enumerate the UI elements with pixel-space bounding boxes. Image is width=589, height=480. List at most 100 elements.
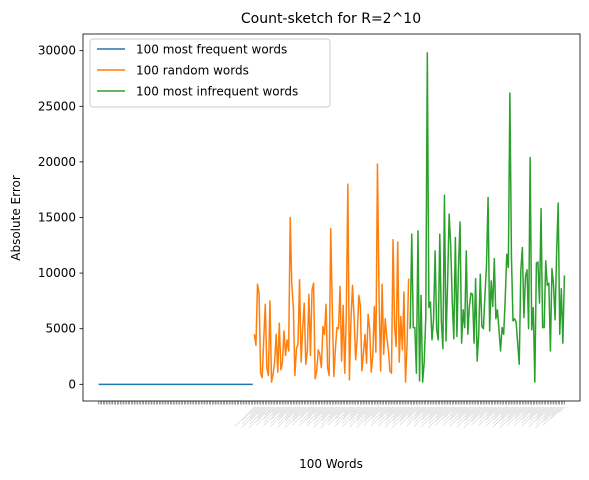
x-tick-label-mark [378,406,398,427]
x-tick-label-mark [342,406,359,424]
x-tick-label-mark [385,406,406,428]
x-tick-label-mark [292,406,305,419]
legend-label: 100 random words [136,64,249,78]
x-tick-label-mark [529,406,540,417]
x-tick-label-mark [463,406,486,429]
x-tick-label-mark [515,406,528,420]
x-tick-label-mark [442,406,459,423]
x-tick-label-mark [234,406,255,427]
x-tick-label-mark [241,406,263,428]
x-tick-label-mark [242,406,260,424]
legend-label: 100 most infrequent words [136,85,298,99]
x-tick-label-mark [328,406,341,419]
x-tick-label-mark [370,406,391,427]
x-tick-label-mark [407,406,420,420]
x-tick-label-mark [270,406,291,427]
x-tick-label-mark [422,406,429,414]
x-tick-label-mark [328,406,344,422]
x-tick-label-mark [393,406,405,418]
x-tick-label-mark [457,406,472,421]
x-tick-label-mark [514,406,531,423]
x-tick-label-mark [386,406,394,414]
x-tick-label-mark [543,406,556,419]
x-tick-label-mark [428,406,450,429]
x-tick-label-mark [364,406,380,422]
x-tick-label-mark [492,406,514,428]
x-tick-label-mark [551,406,560,416]
x-tick-label-mark [415,406,422,413]
x-tick-label-mark [284,406,306,429]
x-tick-label-mark [420,406,442,428]
x-tick-label-mark [357,406,372,422]
x-tick-label-mark [392,406,411,425]
x-tick-label-mark [314,406,328,421]
x-tick-label-mark [486,406,500,420]
y-tick-label: 10000 [38,266,76,280]
x-tick-label-mark [248,406,271,429]
y-tick-label: 30000 [38,44,76,58]
x-tick-label-mark [335,406,355,427]
x-tick-label-mark [327,406,347,426]
x-tick-label-mark [257,406,269,419]
x-tick-label-mark [314,406,325,417]
x-tick-label-mark [529,406,537,414]
x-tick-label-mark [264,406,274,416]
x-tick-label-mark [299,406,316,423]
x-tick-label-mark [278,406,289,417]
x-tick-label-mark [522,406,535,420]
series-line-2 [253,163,410,383]
x-tick-label-mark [522,406,529,413]
x-tick-label-mark [499,406,521,429]
x-tick-label-mark [292,406,311,426]
x-tick-label-mark [414,406,431,424]
x-tick-label-mark [535,406,554,425]
x-tick-label-mark [342,406,362,427]
x-tick-label-mark [386,406,397,417]
x-tick-label-mark [271,406,285,420]
x-tick-label-mark [263,406,280,423]
x-tick-label-mark [264,406,277,420]
x-tick-label-mark [307,406,314,413]
x-tick-label-mark [406,406,426,427]
x-tick-label-mark [528,406,546,424]
x-tick-label-mark [478,406,495,423]
x-tick-label-mark [450,406,467,424]
legend-box [89,38,331,108]
series-lines [98,52,566,386]
x-tick-label-mark [429,406,437,415]
x-tick-label-mark [336,406,345,416]
x-tick-label-mark [428,406,447,425]
x-tick-label-mark [379,406,389,417]
x-tick-label-mark [485,406,503,424]
x-tick-label-mark [435,406,454,426]
x-tick-label-mark [451,406,458,413]
x-tick-label-mark [285,406,297,418]
x-tick-label-mark [413,406,434,427]
x-tick-label-mark [356,406,375,425]
x-tick-label-mark [357,406,369,418]
x-tick-label-mark [492,406,510,424]
x-tick-label-mark [457,406,468,417]
x-tick-label-mark [385,406,400,421]
x-tick-label-mark [436,406,448,419]
x-tick-label-mark [464,406,482,425]
x-tick-label-mark [272,406,278,413]
x-tick-label-mark [542,406,562,426]
x-tick-label-mark [385,406,403,424]
x-tick-label-mark [250,406,261,418]
x-tick-label-mark [472,406,481,415]
x-tick-label-mark [335,406,348,420]
x-tick-label-mark [456,406,478,428]
x-tick-label-mark [286,406,294,415]
x-tick-label-mark [522,406,532,417]
x-tick-label-mark [529,406,543,421]
x-tick-label-mark [335,406,352,423]
x-tick-label-mark [422,406,433,417]
x-tick-label-mark [393,406,401,415]
x-tick-label-mark [400,406,415,422]
x-tick-label-mark [321,406,336,422]
x-tick-label-mark [242,406,257,421]
x-tick-label-mark [364,406,373,415]
x-tick-label-mark [378,406,392,420]
x-tick-label-mark [421,406,436,421]
